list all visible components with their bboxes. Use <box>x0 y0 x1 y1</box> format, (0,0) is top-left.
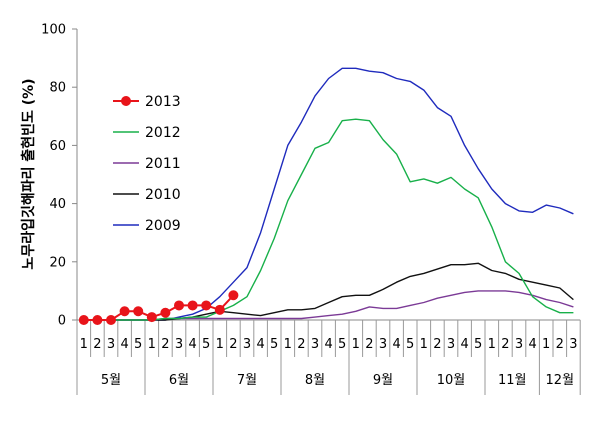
x-tick-label: 3 <box>569 337 577 352</box>
y-axis-title: 노무라입깃해파리 출현빈도 (%) <box>20 78 37 269</box>
point-2013 <box>133 306 144 317</box>
x-tick-label: 1 <box>352 337 360 352</box>
x-tick-label: 4 <box>188 337 196 352</box>
y-axis-ticks: 0 20 40 60 80 100 <box>41 23 77 329</box>
point-2013 <box>146 312 157 323</box>
x-tick-label: 5 <box>474 337 482 352</box>
x-axis-ticks: 1 2 3 4 5 1 2 3 4 5 1 2 3 4 5 1 2 3 4 5 1 2 3 4 5 1 2 3 4 5 1 2 3 4 1 2 35월 6… <box>76 320 581 395</box>
series-line-2012 <box>83 118 574 321</box>
legend-label-2010: 2010 <box>145 187 181 203</box>
legend: 2013 2012 2011 2010 2009 <box>113 94 181 234</box>
axis-frame <box>76 29 581 321</box>
y-axis-title-wrap: 노무라입깃해파리 출현빈도 (%) <box>20 78 37 269</box>
point-2013 <box>174 300 184 311</box>
legend-label-2011: 2011 <box>145 156 181 172</box>
x-tick-label: 4 <box>256 337 264 352</box>
month-label: 6월 <box>169 373 189 388</box>
month-label: 7월 <box>237 373 257 388</box>
x-tick-label: 3 <box>107 337 115 352</box>
month-label: 9월 <box>373 373 393 388</box>
x-tick-label: 3 <box>243 337 251 352</box>
x-tick-label: 1 <box>216 337 224 352</box>
x-tick-label: 5 <box>338 337 346 352</box>
x-tick-label: 2 <box>365 337 373 352</box>
x-tick-label: 2 <box>297 337 305 352</box>
legend-label-2013: 2013 <box>145 94 181 110</box>
legend-label-2012: 2012 <box>145 125 181 141</box>
x-tick-label: 1 <box>420 337 428 352</box>
point-2013 <box>201 300 212 311</box>
series-line-2010 <box>83 262 574 321</box>
x-tick-label: 1 <box>542 337 550 352</box>
x-tick-label: 2 <box>556 337 564 352</box>
x-tick-label: 4 <box>324 337 332 352</box>
y-tick-label: 100 <box>41 23 66 38</box>
x-tick-label: 1 <box>148 337 156 352</box>
point-2013 <box>187 300 198 311</box>
series-line-2013 <box>83 294 235 321</box>
x-tick-label: 3 <box>311 337 319 352</box>
month-label: 12월 <box>546 373 575 388</box>
x-tick-label: 4 <box>460 337 468 352</box>
x-tick-label: 1 <box>488 337 496 352</box>
point-2013 <box>228 290 239 301</box>
x-tick-label: 4 <box>528 337 536 352</box>
x-tick-label: 2 <box>433 337 441 352</box>
x-tick-label: 5 <box>134 337 142 352</box>
y-tick-label: 20 <box>49 255 66 270</box>
point-2013 <box>214 304 225 315</box>
x-tick-label: 5 <box>202 337 210 352</box>
legend-label-2009: 2009 <box>145 218 181 234</box>
point-2013 <box>160 307 171 318</box>
month-label: 11월 <box>498 373 527 388</box>
y-tick-label: 0 <box>58 314 66 329</box>
x-tick-label: 2 <box>161 337 169 352</box>
x-tick-label: 3 <box>175 337 183 352</box>
x-tick-label: 1 <box>284 337 292 352</box>
month-label: 10월 <box>437 373 466 388</box>
y-tick-label: 40 <box>49 197 66 212</box>
y-tick-label: 60 <box>49 139 66 154</box>
x-tick-label: 4 <box>392 337 400 352</box>
x-tick-label: 4 <box>120 337 128 352</box>
series-markers <box>78 290 239 325</box>
x-tick-label: 5 <box>406 337 414 352</box>
x-tick-label: 2 <box>229 337 237 352</box>
legend-marker-2013 <box>121 96 131 106</box>
x-tick-label: 2 <box>93 337 101 352</box>
x-tick-label: 3 <box>447 337 455 352</box>
point-2013 <box>119 306 130 317</box>
month-label: 8월 <box>305 373 325 388</box>
x-tick-label: 3 <box>379 337 387 352</box>
x-tick-label: 5 <box>270 337 278 352</box>
month-label: 5월 <box>101 373 121 388</box>
point-2013 <box>106 315 116 325</box>
x-tick-label: 1 <box>80 337 88 352</box>
y-tick-label: 80 <box>49 81 66 96</box>
point-2013 <box>92 315 103 325</box>
x-tick-label: 3 <box>515 337 523 352</box>
point-2013 <box>78 315 89 325</box>
x-tick-label: 2 <box>501 337 509 352</box>
